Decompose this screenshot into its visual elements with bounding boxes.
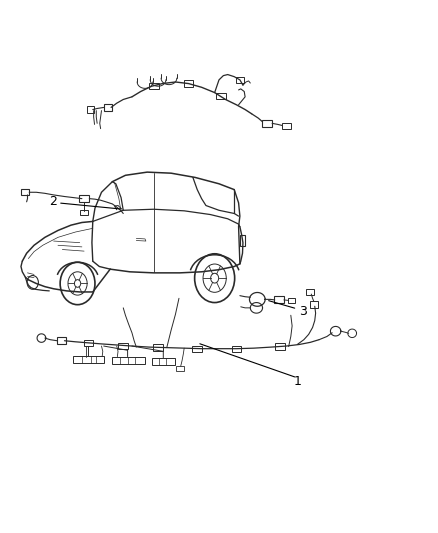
Polygon shape <box>113 357 145 364</box>
FancyBboxPatch shape <box>240 235 245 246</box>
FancyBboxPatch shape <box>57 337 66 344</box>
FancyBboxPatch shape <box>310 302 318 308</box>
FancyBboxPatch shape <box>216 93 226 99</box>
FancyBboxPatch shape <box>236 77 244 83</box>
FancyBboxPatch shape <box>192 345 202 352</box>
FancyBboxPatch shape <box>232 345 241 352</box>
FancyBboxPatch shape <box>87 107 94 113</box>
FancyBboxPatch shape <box>118 343 128 349</box>
FancyBboxPatch shape <box>262 120 272 127</box>
FancyBboxPatch shape <box>153 344 163 351</box>
FancyBboxPatch shape <box>176 366 184 371</box>
FancyBboxPatch shape <box>149 83 159 90</box>
FancyBboxPatch shape <box>21 189 29 196</box>
FancyBboxPatch shape <box>80 209 88 215</box>
FancyBboxPatch shape <box>104 104 113 111</box>
FancyBboxPatch shape <box>275 343 285 350</box>
FancyBboxPatch shape <box>282 123 291 129</box>
FancyBboxPatch shape <box>184 80 193 87</box>
Text: 1: 1 <box>293 375 301 388</box>
FancyBboxPatch shape <box>84 340 93 346</box>
FancyBboxPatch shape <box>288 298 295 303</box>
Text: 2: 2 <box>49 195 57 208</box>
Polygon shape <box>73 356 104 363</box>
FancyBboxPatch shape <box>307 289 314 295</box>
FancyBboxPatch shape <box>274 296 284 303</box>
Polygon shape <box>152 358 176 365</box>
Text: 3: 3 <box>299 304 307 318</box>
FancyBboxPatch shape <box>79 195 89 203</box>
